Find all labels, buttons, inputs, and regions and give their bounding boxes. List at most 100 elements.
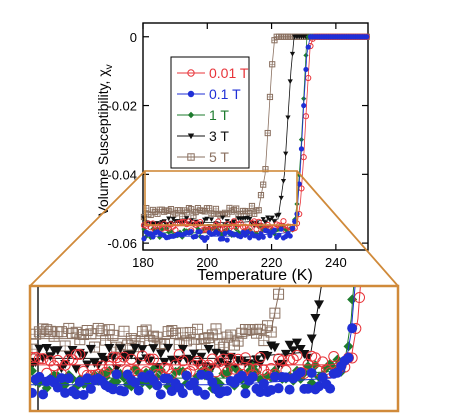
- legend-label: 1 T: [209, 107, 229, 123]
- data-point: [251, 218, 258, 225]
- data-point: [141, 236, 147, 242]
- data-point: [220, 236, 226, 242]
- inset-data-point: [37, 353, 49, 365]
- inset-data-point: [96, 360, 108, 372]
- inset-data-point: [107, 353, 118, 363]
- inset-data-point: [258, 364, 270, 376]
- inset-data-point: [269, 371, 280, 382]
- inset-data-point: [174, 355, 185, 365]
- inset-series-5-T: [31, 0, 390, 355]
- inset-data-point: [391, 0, 401, 8]
- inset-data-point: [243, 362, 255, 374]
- inset-data-point: [369, 16, 379, 26]
- x-tick-label: 240: [325, 255, 347, 270]
- data-point: [204, 235, 210, 241]
- inset-data-point: [280, 349, 291, 359]
- inset-data-point: [203, 344, 214, 354]
- inset-data-point: [287, 353, 299, 365]
- data-point: [296, 181, 302, 187]
- inset-data-point: [318, 273, 328, 282]
- inset-data-point: [307, 0, 317, 8]
- data-point: [244, 229, 251, 235]
- inset-data-point: [384, 0, 394, 8]
- inset-data-point: [71, 364, 82, 374]
- inset-data-point: [239, 352, 251, 364]
- inset-data-point: [332, 0, 342, 8]
- inset-data-point: [366, 0, 376, 8]
- inset-data-point: [214, 356, 226, 368]
- inset-data-point: [343, 0, 353, 8]
- legend: 0.01 T 0.1 T 1 T 3 T 5 T: [170, 56, 250, 169]
- inset-data-point: [126, 350, 137, 360]
- inset-data-point: [247, 361, 258, 372]
- data-point: [247, 216, 253, 222]
- inset-data-point: [240, 388, 251, 399]
- data-point: [193, 233, 199, 239]
- data-point: [364, 34, 370, 40]
- inset-data-point: [317, 356, 329, 368]
- zoom-connector-left: [29, 170, 146, 287]
- inset-data-point: [188, 377, 199, 388]
- inset-data-point: [299, 0, 309, 8]
- inset-data-point: [31, 387, 38, 398]
- inset-data-point: [276, 355, 288, 367]
- inset-data-point: [107, 384, 118, 395]
- inset-data-point: [347, 323, 358, 334]
- inset-data-point: [340, 0, 350, 8]
- inset-data-point: [59, 359, 71, 371]
- inset-data-point: [284, 340, 295, 350]
- inset-data-point: [188, 359, 200, 371]
- inset-data-point: [218, 350, 229, 360]
- inset-data-point: [211, 348, 222, 358]
- data-point: [301, 102, 307, 109]
- inset-data-point: [188, 349, 199, 359]
- inset-data-point: [321, 0, 331, 8]
- x-tick-label: 200: [196, 255, 218, 270]
- y-axis-label: Volume Susceptibility, χv: [95, 64, 115, 215]
- legend-marker: [187, 111, 195, 119]
- inset-data-point: [362, 0, 372, 8]
- y-tick-label: -0.02: [107, 99, 137, 114]
- inset-data-point: [343, 0, 353, 8]
- data-point: [292, 218, 298, 225]
- inset-data-point: [369, 72, 379, 82]
- data-point: [289, 51, 296, 57]
- inset-data-point: [373, 0, 383, 8]
- inset-data-point: [232, 353, 244, 365]
- inset-data-point: [351, 0, 361, 8]
- data-point: [149, 220, 157, 227]
- inset-data-point: [74, 376, 85, 387]
- inset-data-point: [104, 343, 115, 353]
- data-point: [197, 229, 203, 235]
- inset-data-point: [306, 334, 317, 344]
- inset-data-point: [318, 0, 328, 8]
- inset-data-point: [181, 370, 192, 381]
- inset-data-point: [63, 354, 75, 366]
- inset-data-point: [288, 346, 299, 356]
- inset-data-point: [196, 352, 207, 362]
- inset-data-point: [192, 355, 204, 367]
- data-point: [267, 217, 273, 223]
- inset-data-point: [273, 383, 284, 394]
- inset-data-point: [93, 361, 104, 371]
- inset-data-point: [384, 0, 394, 8]
- inset-data-point: [34, 371, 45, 382]
- inset-data-point: [388, 0, 398, 8]
- inset-data-point: [377, 7, 387, 17]
- inset-data-point: [303, 383, 314, 394]
- inset-data-point: [380, 0, 390, 8]
- inset-data-point: [152, 380, 163, 391]
- data-point: [172, 226, 179, 234]
- data-point: [287, 79, 293, 85]
- inset-data-point: [258, 378, 269, 389]
- inset-data-point: [380, 0, 390, 8]
- inset-data-point: [155, 389, 166, 400]
- legend-marker: [187, 90, 195, 98]
- inset-data-point: [144, 356, 155, 366]
- inset-data-point: [373, 0, 383, 8]
- legend-label: 0.1 T: [209, 86, 241, 102]
- inset-data-point: [355, 0, 365, 8]
- inset-data-point: [369, 0, 379, 8]
- data-point: [256, 235, 262, 241]
